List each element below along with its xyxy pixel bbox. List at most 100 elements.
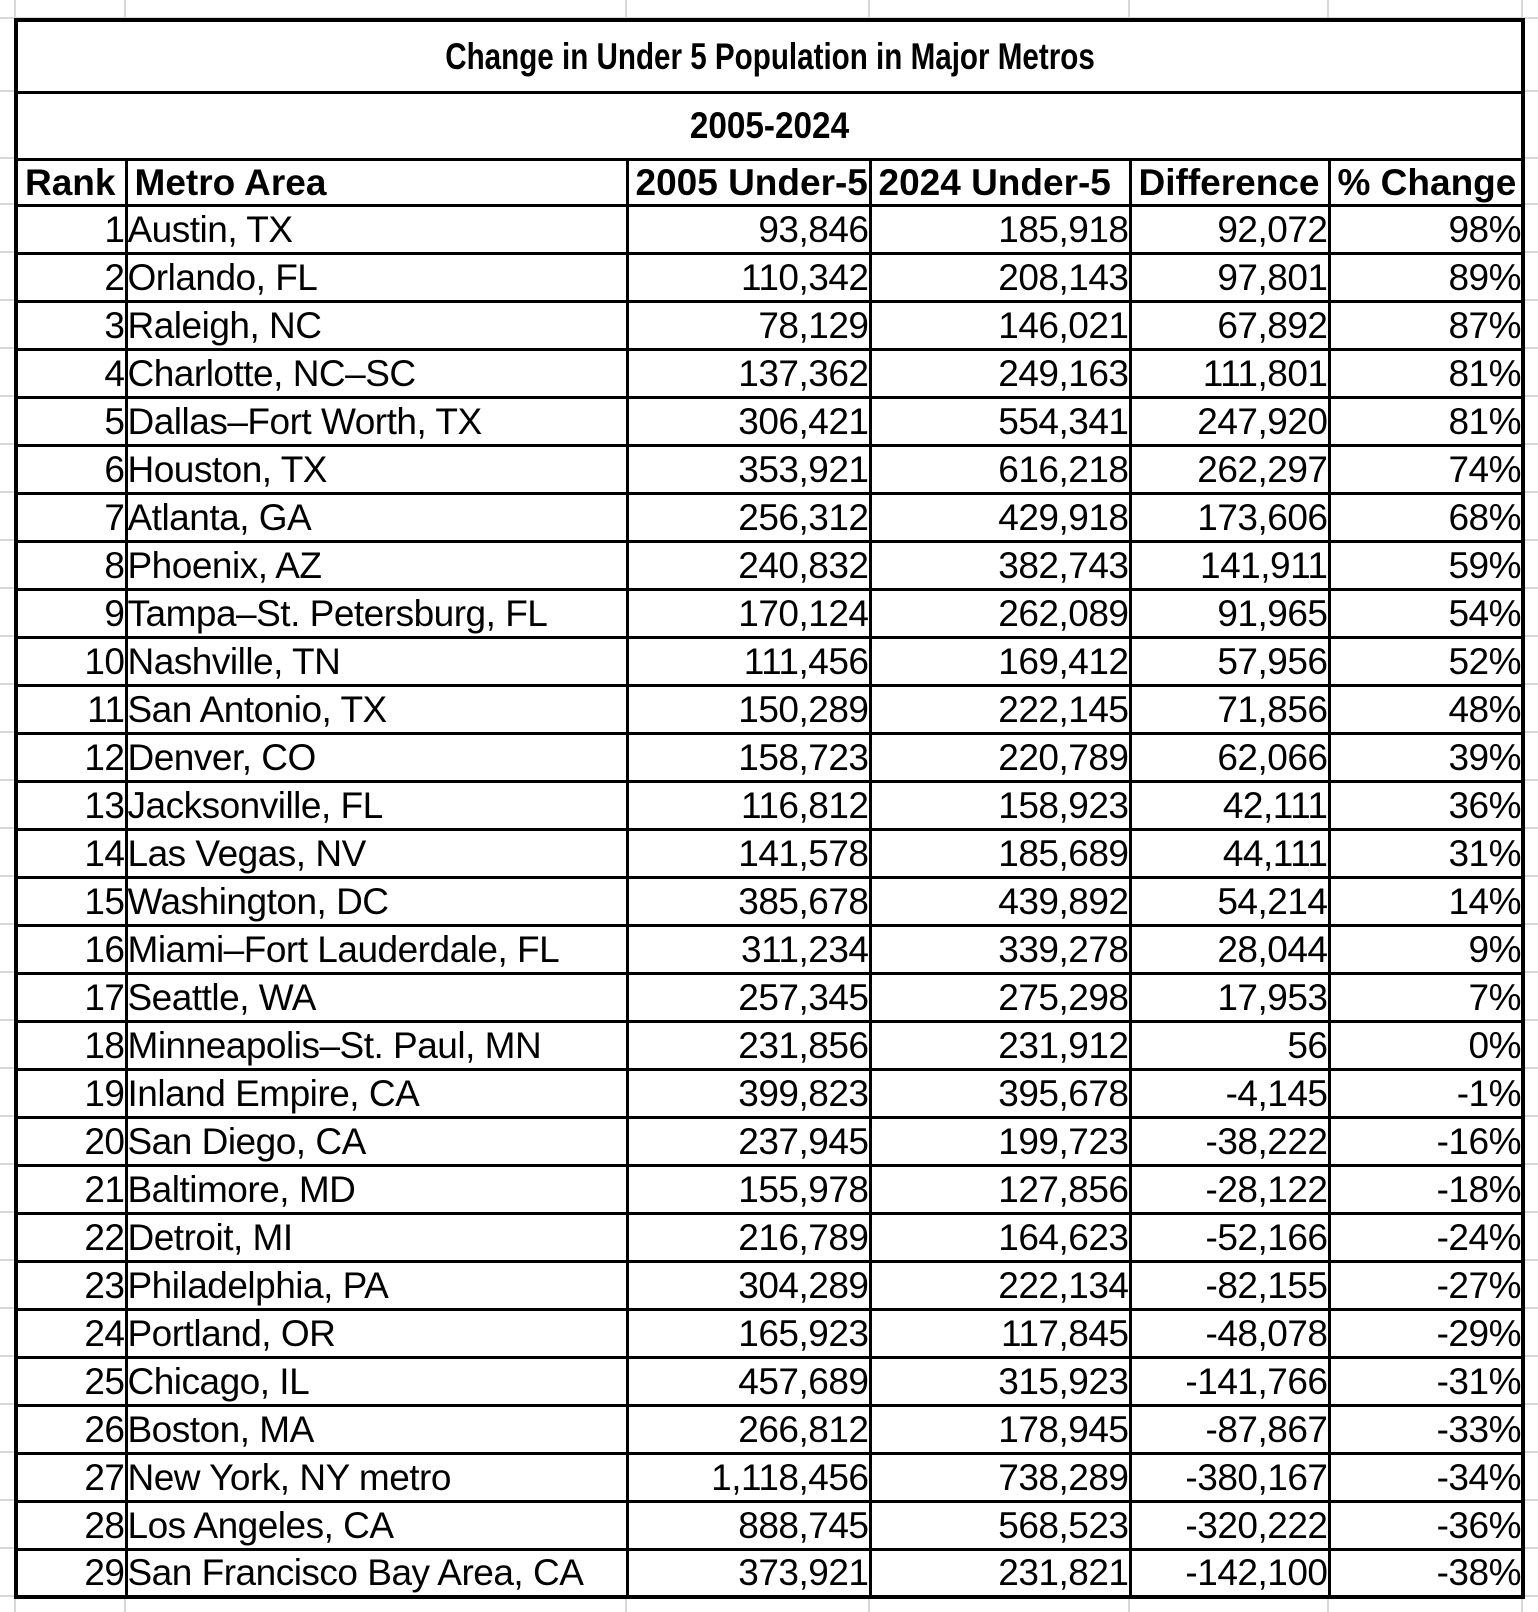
pct-change-cell[interactable]: -27% bbox=[1327, 1259, 1525, 1311]
pct-change-cell[interactable]: -29% bbox=[1327, 1307, 1525, 1359]
pct-change-cell[interactable]: -31% bbox=[1327, 1355, 1525, 1407]
difference-cell[interactable]: 57,956 bbox=[1128, 635, 1331, 687]
pop-2005-cell[interactable]: 311,234 bbox=[625, 923, 872, 975]
difference-cell[interactable]: -320,222 bbox=[1128, 1499, 1331, 1551]
difference-cell[interactable]: 56 bbox=[1128, 1019, 1331, 1071]
pop-2005-cell[interactable]: 256,312 bbox=[625, 491, 872, 543]
pop-2024-cell[interactable]: 164,623 bbox=[868, 1211, 1132, 1263]
rank-cell[interactable]: 19 bbox=[14, 1067, 128, 1119]
pop-2005-cell[interactable]: 216,789 bbox=[625, 1211, 872, 1263]
metro-area-cell[interactable]: San Francisco Bay Area, CA bbox=[124, 1547, 629, 1599]
pop-2005-cell[interactable]: 304,289 bbox=[625, 1259, 872, 1311]
difference-cell[interactable]: 62,066 bbox=[1128, 731, 1331, 783]
difference-cell[interactable]: 97,801 bbox=[1128, 251, 1331, 303]
pop-2024-cell[interactable]: 382,743 bbox=[868, 539, 1132, 591]
pop-2024-cell[interactable]: 249,163 bbox=[868, 347, 1132, 399]
subtitle-cell[interactable]: 2005-2024 bbox=[14, 90, 1525, 161]
pop-2005-cell[interactable]: 399,823 bbox=[625, 1067, 872, 1119]
pct-change-cell[interactable]: -18% bbox=[1327, 1163, 1525, 1215]
metro-area-cell[interactable]: Detroit, MI bbox=[124, 1211, 629, 1263]
rank-cell[interactable]: 4 bbox=[14, 347, 128, 399]
metro-area-cell[interactable]: Philadelphia, PA bbox=[124, 1259, 629, 1311]
difference-cell[interactable]: 28,044 bbox=[1128, 923, 1331, 975]
pop-2005-cell[interactable]: 1,118,456 bbox=[625, 1451, 872, 1503]
metro-area-cell[interactable]: Orlando, FL bbox=[124, 251, 629, 303]
column-header-2005-under5[interactable]: 2005 Under-5 bbox=[625, 157, 872, 207]
rank-cell[interactable]: 2 bbox=[14, 251, 128, 303]
pop-2005-cell[interactable]: 240,832 bbox=[625, 539, 872, 591]
pct-change-cell[interactable]: 0% bbox=[1327, 1019, 1525, 1071]
rank-cell[interactable]: 18 bbox=[14, 1019, 128, 1071]
metro-area-cell[interactable]: Miami–Fort Lauderdale, FL bbox=[124, 923, 629, 975]
rank-cell[interactable]: 8 bbox=[14, 539, 128, 591]
rank-cell[interactable]: 7 bbox=[14, 491, 128, 543]
pop-2024-cell[interactable]: 395,678 bbox=[868, 1067, 1132, 1119]
difference-cell[interactable]: -38,222 bbox=[1128, 1115, 1331, 1167]
pop-2024-cell[interactable]: 738,289 bbox=[868, 1451, 1132, 1503]
difference-cell[interactable]: 91,965 bbox=[1128, 587, 1331, 639]
pct-change-cell[interactable]: 81% bbox=[1327, 347, 1525, 399]
rank-cell[interactable]: 27 bbox=[14, 1451, 128, 1503]
pct-change-cell[interactable]: 39% bbox=[1327, 731, 1525, 783]
pop-2024-cell[interactable]: 262,089 bbox=[868, 587, 1132, 639]
metro-area-cell[interactable]: Houston, TX bbox=[124, 443, 629, 495]
pct-change-cell[interactable]: 31% bbox=[1327, 827, 1525, 879]
rank-cell[interactable]: 16 bbox=[14, 923, 128, 975]
metro-area-cell[interactable]: San Antonio, TX bbox=[124, 683, 629, 735]
pop-2024-cell[interactable]: 178,945 bbox=[868, 1403, 1132, 1455]
pop-2024-cell[interactable]: 185,689 bbox=[868, 827, 1132, 879]
pct-change-cell[interactable]: 36% bbox=[1327, 779, 1525, 831]
metro-area-cell[interactable]: Phoenix, AZ bbox=[124, 539, 629, 591]
pop-2024-cell[interactable]: 199,723 bbox=[868, 1115, 1132, 1167]
pop-2005-cell[interactable]: 155,978 bbox=[625, 1163, 872, 1215]
rank-cell[interactable]: 22 bbox=[14, 1211, 128, 1263]
metro-area-cell[interactable]: Inland Empire, CA bbox=[124, 1067, 629, 1119]
difference-cell[interactable]: 262,297 bbox=[1128, 443, 1331, 495]
pct-change-cell[interactable]: -38% bbox=[1327, 1547, 1525, 1599]
rank-cell[interactable]: 24 bbox=[14, 1307, 128, 1359]
rank-cell[interactable]: 11 bbox=[14, 683, 128, 735]
pop-2024-cell[interactable]: 275,298 bbox=[868, 971, 1132, 1023]
pct-change-cell[interactable]: 74% bbox=[1327, 443, 1525, 495]
metro-area-cell[interactable]: Las Vegas, NV bbox=[124, 827, 629, 879]
rank-cell[interactable]: 20 bbox=[14, 1115, 128, 1167]
metro-area-cell[interactable]: Los Angeles, CA bbox=[124, 1499, 629, 1551]
pop-2024-cell[interactable]: 231,912 bbox=[868, 1019, 1132, 1071]
pct-change-cell[interactable]: -36% bbox=[1327, 1499, 1525, 1551]
pop-2005-cell[interactable]: 257,345 bbox=[625, 971, 872, 1023]
rank-cell[interactable]: 10 bbox=[14, 635, 128, 687]
rank-cell[interactable]: 25 bbox=[14, 1355, 128, 1407]
metro-area-cell[interactable]: Portland, OR bbox=[124, 1307, 629, 1359]
difference-cell[interactable]: -87,867 bbox=[1128, 1403, 1331, 1455]
pop-2024-cell[interactable]: 429,918 bbox=[868, 491, 1132, 543]
pop-2005-cell[interactable]: 888,745 bbox=[625, 1499, 872, 1551]
metro-area-cell[interactable]: Baltimore, MD bbox=[124, 1163, 629, 1215]
rank-cell[interactable]: 3 bbox=[14, 299, 128, 351]
rank-cell[interactable]: 26 bbox=[14, 1403, 128, 1455]
difference-cell[interactable]: 141,911 bbox=[1128, 539, 1331, 591]
pop-2005-cell[interactable]: 110,342 bbox=[625, 251, 872, 303]
pop-2024-cell[interactable]: 158,923 bbox=[868, 779, 1132, 831]
pct-change-cell[interactable]: 54% bbox=[1327, 587, 1525, 639]
pop-2024-cell[interactable]: 146,021 bbox=[868, 299, 1132, 351]
pop-2005-cell[interactable]: 237,945 bbox=[625, 1115, 872, 1167]
metro-area-cell[interactable]: San Diego, CA bbox=[124, 1115, 629, 1167]
difference-cell[interactable]: 92,072 bbox=[1128, 203, 1331, 255]
rank-cell[interactable]: 13 bbox=[14, 779, 128, 831]
pop-2005-cell[interactable]: 93,846 bbox=[625, 203, 872, 255]
metro-area-cell[interactable]: Boston, MA bbox=[124, 1403, 629, 1455]
pop-2005-cell[interactable]: 385,678 bbox=[625, 875, 872, 927]
pop-2005-cell[interactable]: 165,923 bbox=[625, 1307, 872, 1359]
pop-2024-cell[interactable]: 169,412 bbox=[868, 635, 1132, 687]
difference-cell[interactable]: 17,953 bbox=[1128, 971, 1331, 1023]
pct-change-cell[interactable]: 68% bbox=[1327, 491, 1525, 543]
pop-2005-cell[interactable]: 116,812 bbox=[625, 779, 872, 831]
pct-change-cell[interactable]: 48% bbox=[1327, 683, 1525, 735]
pop-2024-cell[interactable]: 439,892 bbox=[868, 875, 1132, 927]
metro-area-cell[interactable]: New York, NY metro bbox=[124, 1451, 629, 1503]
pop-2024-cell[interactable]: 231,821 bbox=[868, 1547, 1132, 1599]
rank-cell[interactable]: 12 bbox=[14, 731, 128, 783]
difference-cell[interactable]: 173,606 bbox=[1128, 491, 1331, 543]
metro-area-cell[interactable]: Washington, DC bbox=[124, 875, 629, 927]
metro-area-cell[interactable]: Jacksonville, FL bbox=[124, 779, 629, 831]
